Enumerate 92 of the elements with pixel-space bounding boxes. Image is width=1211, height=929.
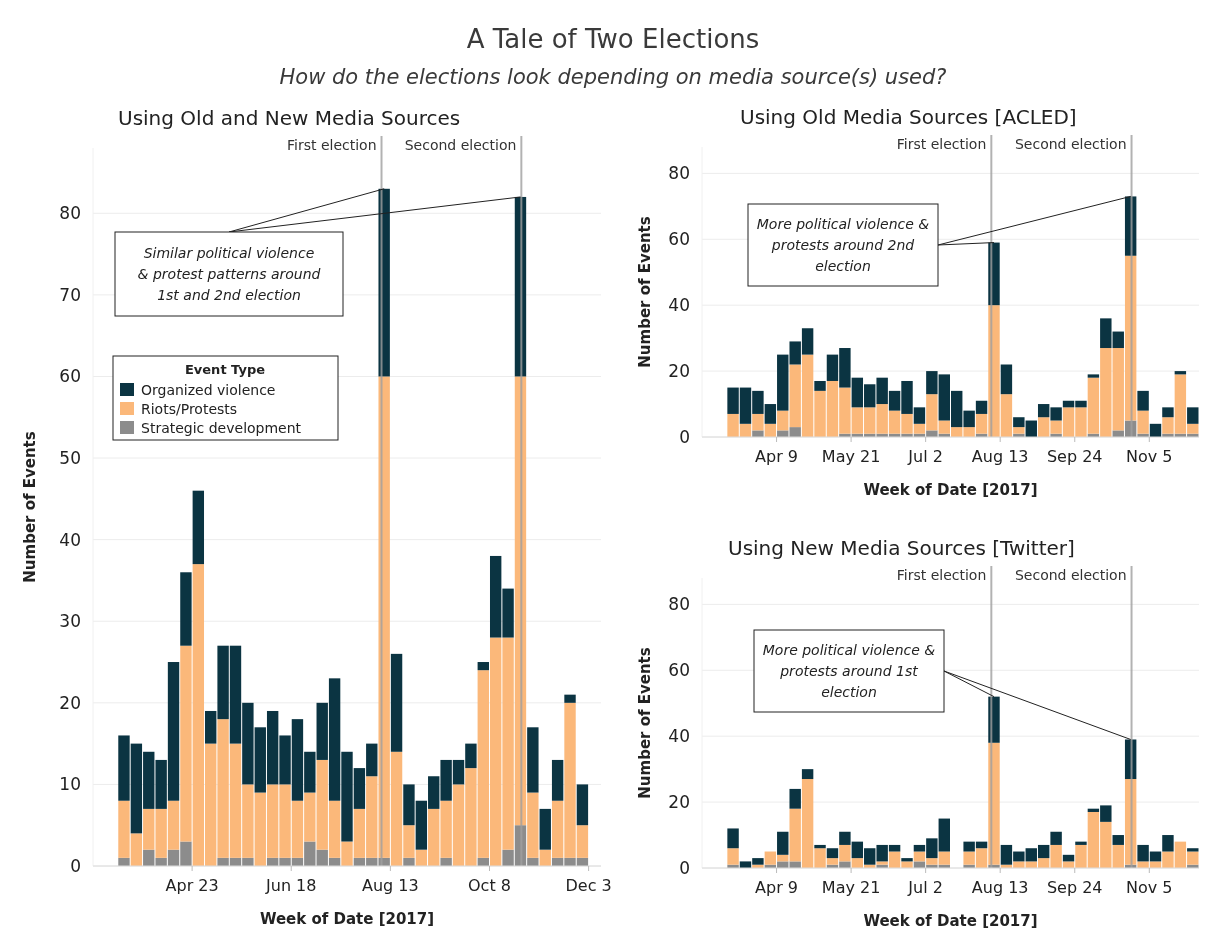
ref-line-label: First election (286, 137, 377, 153)
bar (403, 857, 415, 866)
y-axis-title: Number of Events (636, 647, 654, 799)
y-tick-label: 20 (668, 792, 690, 813)
bar (118, 857, 130, 866)
x-tick-label: May 21 (821, 447, 881, 466)
y-tick-label: 0 (679, 426, 690, 447)
text: How do the elections look depending on media source(s) used? (279, 65, 947, 89)
y-tick-label: 40 (59, 529, 81, 550)
annotation: Similar political violence & protest patterns around 1st and 2nd election (137, 244, 321, 303)
bar (727, 828, 739, 849)
bar (801, 769, 814, 780)
y-axis-title: Number of Events (636, 216, 654, 368)
x-tick-label: Aug 13 (971, 447, 1029, 466)
bar (576, 784, 589, 826)
bar (180, 572, 192, 646)
chart-title: Using Old and New Media Sources (118, 106, 461, 130)
y-tick-label: 0 (679, 857, 690, 878)
legend-label: Organized violence (141, 381, 276, 398)
bar (477, 662, 489, 671)
bar (1075, 841, 1087, 845)
bar (1187, 848, 1199, 852)
x-tick-label: Nov 5 (1126, 447, 1173, 466)
y-tick-label: 0 (70, 855, 81, 876)
bar (777, 831, 789, 855)
bar (1187, 407, 1199, 424)
bar (1000, 364, 1013, 395)
legend-title: Event Type (184, 362, 266, 377)
bar (752, 430, 764, 437)
ref-line-label: Second election (1014, 136, 1127, 152)
bar (551, 759, 564, 801)
y-tick-label: 50 (59, 448, 81, 468)
y-tick-label: 60 (668, 660, 690, 681)
y-tick-label: 40 (668, 295, 690, 316)
chart-title: Using Old Media Sources [ACLED] (740, 105, 1077, 129)
y-tick-label: 30 (59, 611, 81, 632)
x-tick-label: Dec 3 (565, 876, 612, 895)
y-tick-label: 40 (668, 726, 690, 747)
x-tick-label: Sep 24 (1046, 447, 1103, 466)
x-tick-label: Apr 9 (755, 447, 799, 466)
bar (826, 848, 839, 859)
ref-line-label: Second election (404, 137, 517, 153)
bar (192, 490, 205, 565)
x-axis-title: Week of Date [2017] (863, 481, 1038, 499)
x-tick-label: Jun 18 (265, 876, 317, 895)
x-tick-label: Jul 2 (907, 878, 943, 897)
text: A Tale of Two Elections (466, 24, 760, 54)
bar (539, 808, 551, 850)
annotation: More political violence & protests around 2nd election (756, 215, 930, 274)
bar (1162, 835, 1174, 852)
legend-label: Riots/Protests (141, 400, 238, 417)
bar (814, 380, 826, 391)
bar (789, 788, 801, 809)
x-tick-label: Apr 9 (755, 878, 799, 897)
x-axis-title: Week of Date [2017] (259, 910, 435, 928)
x-axis-title: Week of Date [2017] (863, 912, 1038, 929)
bar (1087, 374, 1100, 378)
y-tick-label: 60 (668, 229, 690, 250)
x-tick-label: Apr 23 (165, 876, 219, 895)
bar (727, 848, 739, 865)
x-tick-label: Aug 13 (362, 876, 419, 895)
bar (564, 694, 576, 703)
x-tick-label: Aug 13 (971, 878, 1029, 897)
y-tick-label: 70 (59, 284, 81, 305)
ref-line-label: Second election (1014, 567, 1127, 583)
bar (1112, 835, 1124, 845)
y-tick-label: 10 (59, 774, 81, 795)
y-tick-label: 80 (668, 594, 690, 615)
y-tick-label: 20 (59, 692, 81, 713)
y-axis-title: Number of Events (21, 431, 39, 583)
x-tick-label: Oct 8 (468, 876, 511, 895)
ref-line-label: First election (896, 567, 987, 583)
x-tick-label: Nov 5 (1126, 878, 1173, 897)
y-tick-label: 80 (668, 163, 690, 184)
bar (1050, 831, 1062, 845)
bar (390, 653, 403, 752)
y-tick-label: 20 (668, 361, 690, 382)
bar (1137, 390, 1149, 411)
x-tick-label: May 21 (821, 878, 881, 897)
annotation: More political violence & protests around 1st election (762, 641, 936, 700)
y-tick-label: 80 (59, 203, 81, 224)
ref-line-label: First election (896, 136, 987, 152)
legend-label: Strategic development (141, 419, 302, 436)
bar (1162, 407, 1174, 418)
chart-title: Using New Media Sources [Twitter] (728, 536, 1075, 560)
bar (814, 844, 826, 849)
x-tick-label: Sep 24 (1046, 878, 1103, 897)
bar (440, 857, 452, 866)
bar (527, 727, 539, 793)
bar (901, 858, 913, 862)
y-tick-label: 60 (59, 366, 81, 387)
x-tick-label: Jul 2 (907, 447, 943, 466)
